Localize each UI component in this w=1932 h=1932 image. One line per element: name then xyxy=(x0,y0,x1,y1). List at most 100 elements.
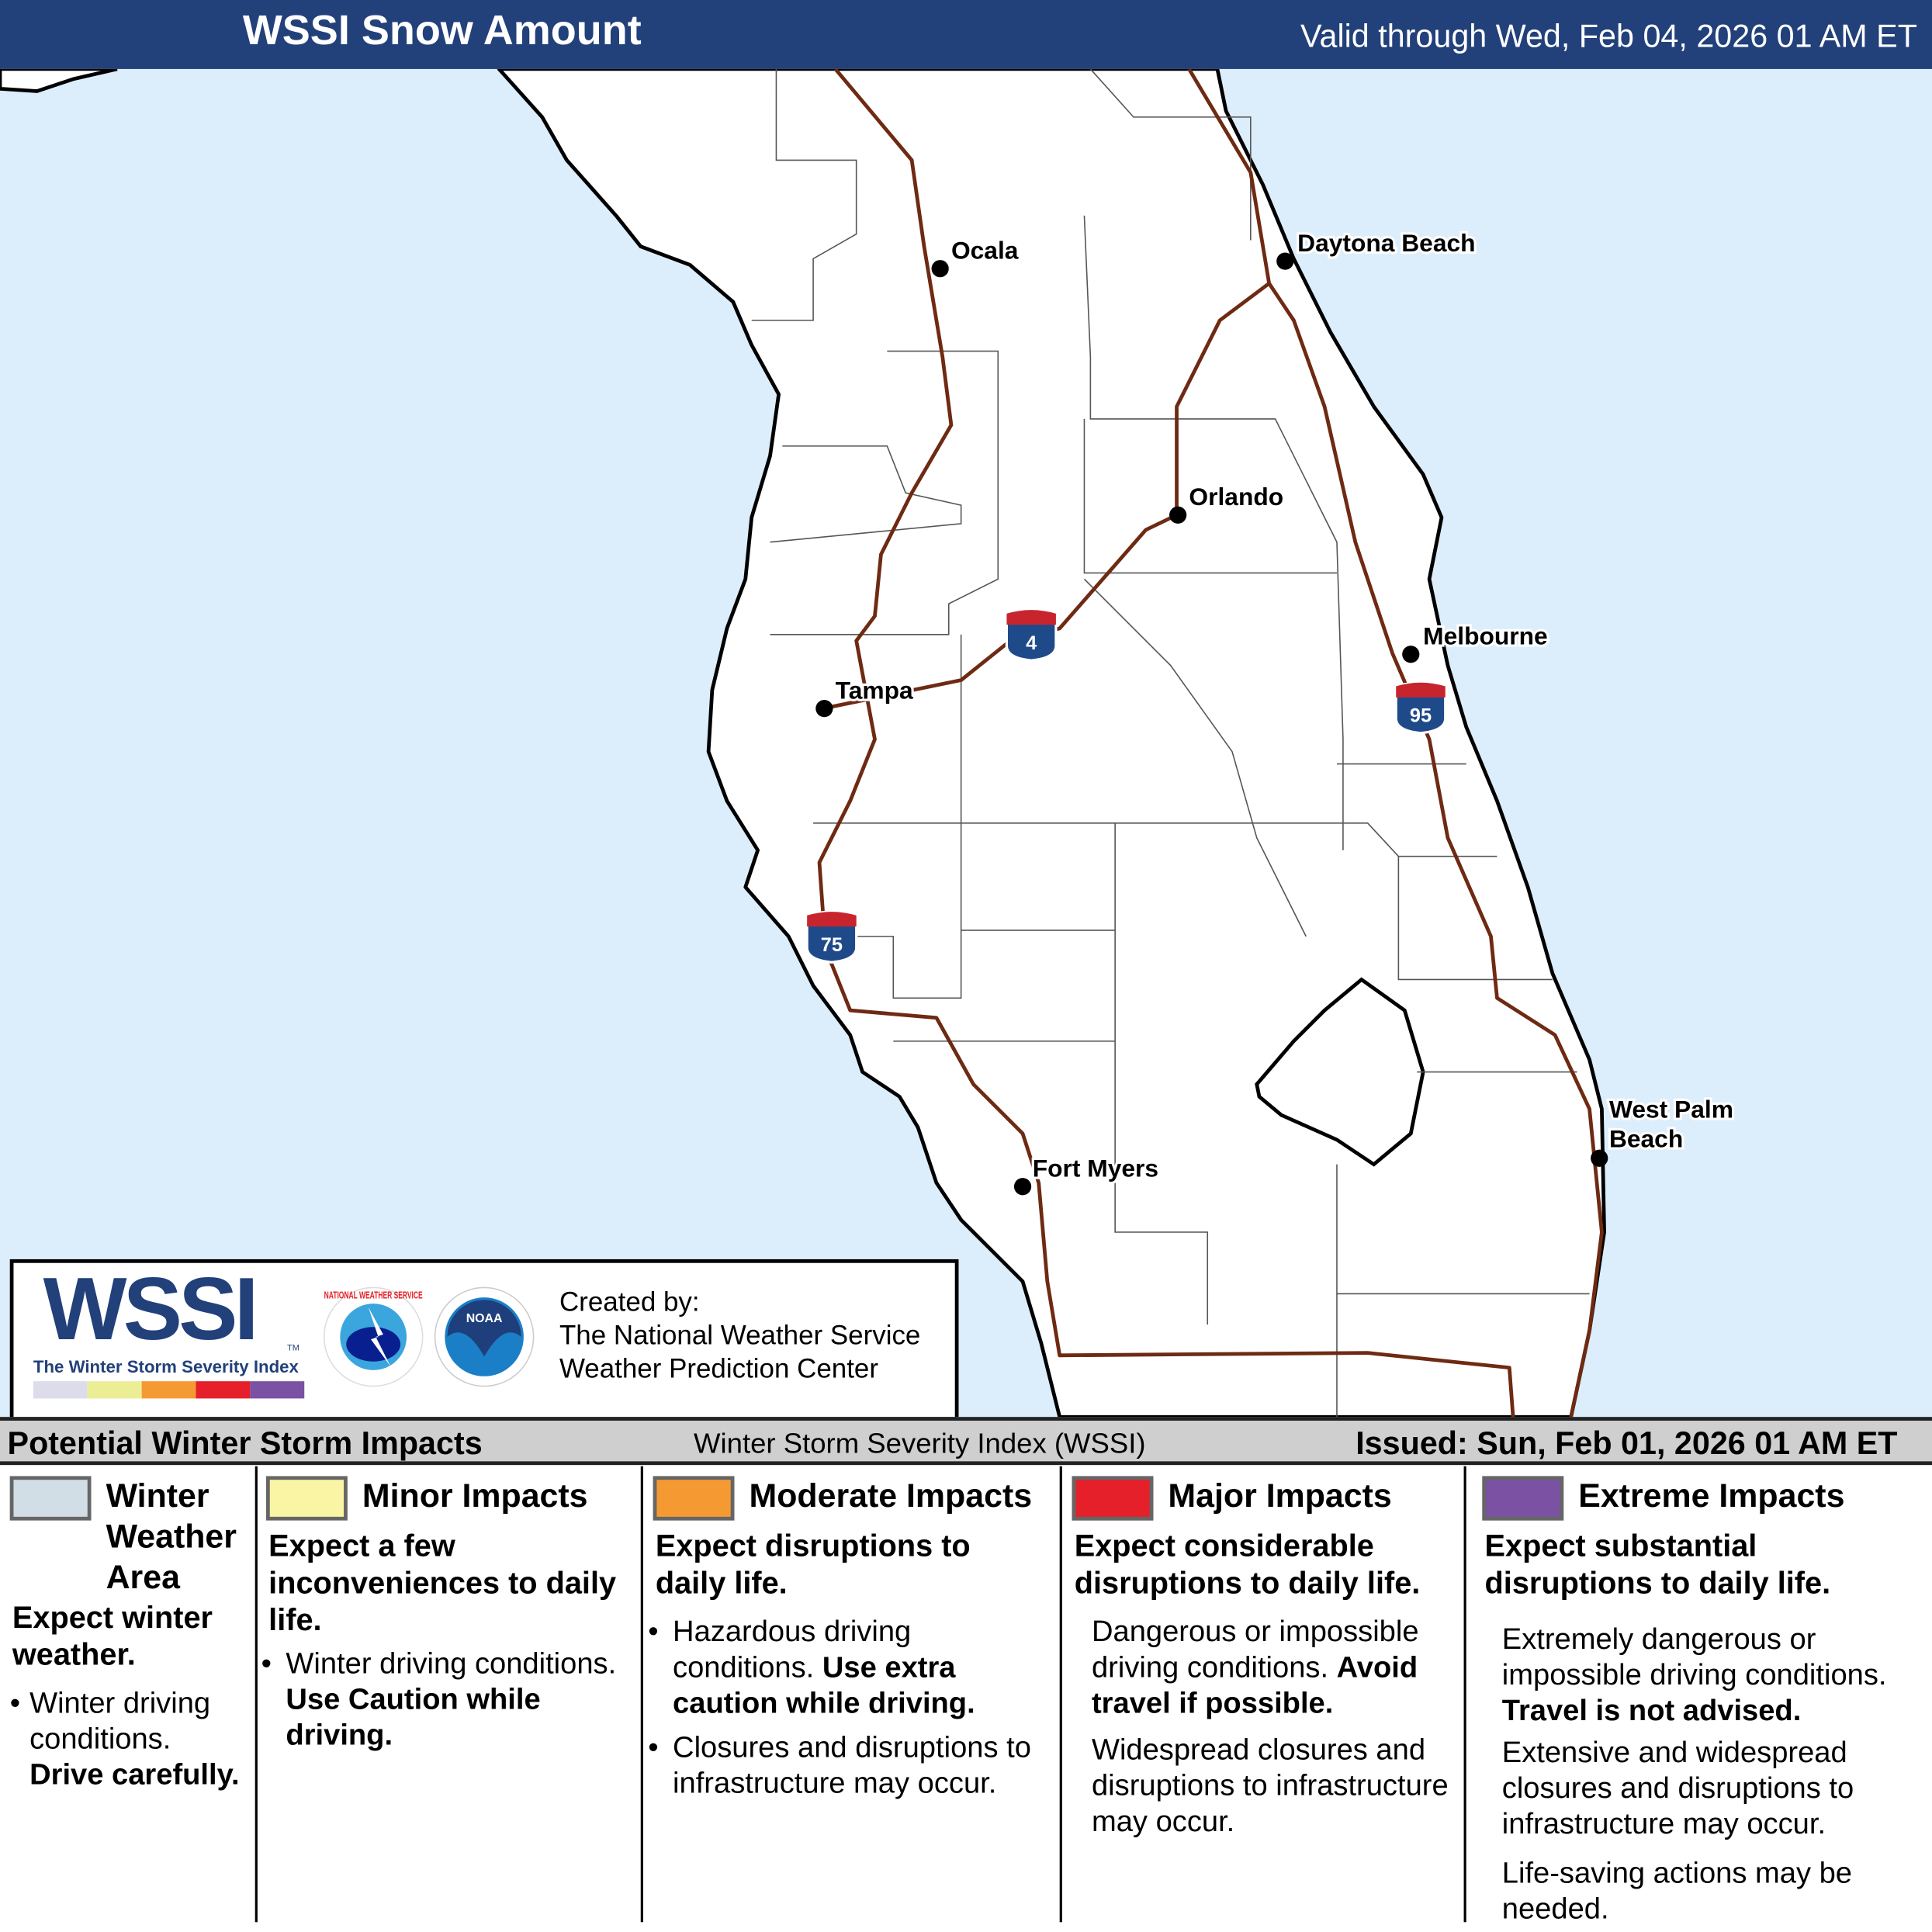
logo-panel: WSSI TM The Winter Storm Severity Index … xyxy=(9,1259,959,1421)
index-name: Winter Storm Severity Index (WSSI) xyxy=(694,1426,1146,1459)
legend-divider xyxy=(1463,1466,1466,1923)
city-label-daytona-beach: Daytona Beach xyxy=(1297,229,1475,257)
lake-okeechobee xyxy=(1255,977,1425,1167)
city-label-orlando: Orlando xyxy=(1189,483,1283,511)
map-title: WSSI Snow Amount xyxy=(242,7,642,54)
credit-block: Created by: The National Weather Service… xyxy=(559,1285,920,1385)
bullet-bold: Use extra caution while driving. xyxy=(673,1650,975,1720)
legend-extreme-impacts: Extreme Impacts Expect substantial disru… xyxy=(1482,1466,1927,1926)
city-label-fort-myers: Fort Myers xyxy=(1033,1155,1158,1182)
city-label-west-palm: West Palm xyxy=(1609,1095,1733,1123)
legend-title: Potential Winter Storm Impacts xyxy=(7,1424,483,1462)
wssi-wordmark: WSSI xyxy=(43,1260,259,1359)
shield-number: 95 xyxy=(1410,705,1432,727)
legend-summary: Expect substantial disruptions to daily … xyxy=(1484,1529,1831,1601)
city-label-tampa: Tampa xyxy=(836,676,913,704)
bullet-icon: • xyxy=(648,1615,659,1649)
interstate-4-shield: 4 xyxy=(1005,608,1058,662)
city-dot-fort-myers xyxy=(1013,1178,1032,1196)
bullet-text: Hazardous driving conditions. xyxy=(673,1615,912,1684)
noaa-logo-icon: NOAA xyxy=(434,1286,535,1387)
legend-divider xyxy=(1059,1466,1062,1923)
issued-time: Issued: Sun, Feb 01, 2026 01 AM ET xyxy=(1356,1424,1898,1462)
interstate-95-shield: 95 xyxy=(1394,681,1447,735)
bullet-text: Winter driving conditions. xyxy=(29,1686,211,1756)
extreme-swatch xyxy=(1482,1476,1564,1521)
city-dot-melbourne xyxy=(1402,646,1420,663)
city-dot-ocala xyxy=(931,260,949,278)
legend-title-bar: Potential Winter Storm Impacts Winter St… xyxy=(0,1417,1932,1466)
scale-swatch xyxy=(87,1381,142,1399)
legend-minor-impacts: Minor Impacts Expect a few inconvenience… xyxy=(261,1466,635,1923)
wssi-tagline: The Winter Storm Severity Index xyxy=(33,1356,299,1376)
noaa-text: NOAA xyxy=(466,1312,503,1325)
legend-divider xyxy=(254,1466,258,1923)
scale-swatch xyxy=(141,1381,196,1399)
credit-label: Created by: xyxy=(559,1286,700,1317)
bullet-icon: • xyxy=(9,1686,21,1720)
credit-wpc: Weather Prediction Center xyxy=(559,1352,879,1384)
legend-heading: Winter Weather Area xyxy=(106,1477,237,1596)
major-swatch xyxy=(1072,1476,1154,1521)
bullet-bold: Travel is not advised. xyxy=(1501,1694,1802,1728)
florida-map: Ocala Daytona Beach Orlando Melbourne Ta… xyxy=(0,68,1932,1420)
city-dot-daytona xyxy=(1276,252,1294,270)
legend-summary: Expect considerable disruptions to daily… xyxy=(1074,1529,1421,1601)
bullet-icon: • xyxy=(261,1647,272,1681)
legend-bullet: Dangerous or impossible driving conditio… xyxy=(1092,1614,1461,1721)
city-dot-west-palm-beach xyxy=(1591,1149,1608,1167)
scale-swatch xyxy=(33,1381,88,1399)
city-label-melbourne: Melbourne xyxy=(1423,622,1548,650)
minor-swatch xyxy=(266,1476,348,1521)
legend-bullet: Winter driving conditions. Use Caution w… xyxy=(286,1646,643,1754)
legend-heading: Minor Impacts xyxy=(362,1477,588,1515)
legend-bullet: Widespread closures and disruptions to i… xyxy=(1091,1733,1449,1839)
bullet-bold: Drive carefully. xyxy=(29,1758,240,1792)
legend-divider xyxy=(640,1466,643,1923)
nws-logo-icon: NATIONAL WEATHER SERVICE xyxy=(323,1286,424,1387)
bullet-text: Dangerous or impossible driving conditio… xyxy=(1091,1615,1419,1684)
winter-swatch xyxy=(9,1476,92,1521)
scale-swatch xyxy=(196,1381,251,1399)
legend-heading: Moderate Impacts xyxy=(749,1477,1033,1515)
i4-route xyxy=(822,282,1271,711)
bullet-text: Winter driving conditions. xyxy=(286,1647,617,1681)
legend-bullet: Extensive and widespread closures and di… xyxy=(1501,1736,1854,1841)
legend-summary: Expect winter weather. xyxy=(12,1600,213,1672)
wssi-color-scale xyxy=(33,1381,305,1399)
nws-ring-text: NATIONAL WEATHER SERVICE xyxy=(324,1290,423,1301)
legend-bullet: Winter driving conditions. Drive carefull… xyxy=(29,1685,258,1792)
header-bar: WSSI Snow Amount Valid through Wed, Feb … xyxy=(0,0,1932,69)
city-dot-orlando xyxy=(1169,506,1187,524)
legend-summary: Expect disruptions to daily life. xyxy=(655,1529,971,1601)
city-markers xyxy=(815,252,1608,1196)
interstates xyxy=(817,68,1604,1418)
bullet-text: Extremely dangerous or impossible drivin… xyxy=(1501,1622,1887,1692)
panhandle-land xyxy=(0,68,118,93)
city-label-ocala: Ocala xyxy=(951,236,1019,264)
moderate-swatch xyxy=(653,1476,735,1521)
bullet-bold: Use Caution while driving. xyxy=(286,1683,541,1753)
credit-nws: The National Weather Service xyxy=(559,1319,921,1351)
legend-bullet: Closures and disruptions to infrastructu… xyxy=(673,1731,1031,1801)
interstate-75-shield: 75 xyxy=(805,910,858,964)
legend-moderate-impacts: Moderate Impacts Expect disruptions to d… xyxy=(648,1466,1054,1923)
shield-number: 75 xyxy=(821,934,843,956)
city-dot-tampa xyxy=(815,699,833,718)
legend-bullet: Life-saving actions may be needed. xyxy=(1501,1857,1853,1927)
bullet-bold: Avoid travel if possible. xyxy=(1091,1650,1418,1720)
legend-major-impacts: Major Impacts Expect considerable disrup… xyxy=(1072,1466,1460,1923)
bullet-icon: • xyxy=(648,1731,659,1765)
city-label-beach: Beach xyxy=(1609,1124,1683,1152)
legend-heading: Major Impacts xyxy=(1168,1477,1392,1515)
legend-heading: Extreme Impacts xyxy=(1578,1477,1845,1515)
i75-route xyxy=(817,68,1515,1418)
valid-time: Valid through Wed, Feb 04, 2026 01 AM ET xyxy=(1300,17,1917,54)
trademark: TM xyxy=(287,1344,300,1353)
shield-number: 4 xyxy=(1026,632,1037,654)
legend-summary: Expect a few inconveniences to daily lif… xyxy=(268,1529,617,1638)
i95-route xyxy=(1187,68,1604,1418)
legend-winter-weather-area: Winter Weather Area Expect winter weathe… xyxy=(9,1466,254,1923)
legend-bullet: Hazardous driving conditions. Use extra … xyxy=(673,1614,1018,1721)
legend-bullet: Extremely dangerous or impossible drivin… xyxy=(1502,1622,1927,1729)
